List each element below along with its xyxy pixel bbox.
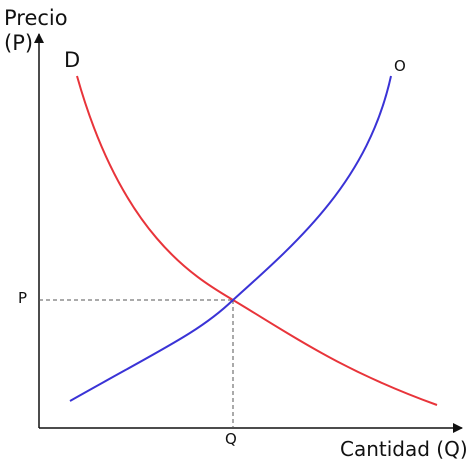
supply-curve [69, 75, 392, 402]
demand-curve [76, 75, 438, 406]
y-axis-label-line2: (P) [4, 31, 34, 55]
equilibrium-quantity-label: Q [225, 430, 237, 448]
equilibrium-price-label: P [18, 289, 28, 307]
demand-curve-label: D [64, 48, 81, 72]
supply-curve-label: O [394, 57, 406, 75]
y-axis-label-line1: Precio [4, 6, 68, 30]
x-axis-label: Cantidad (Q) [340, 437, 468, 461]
